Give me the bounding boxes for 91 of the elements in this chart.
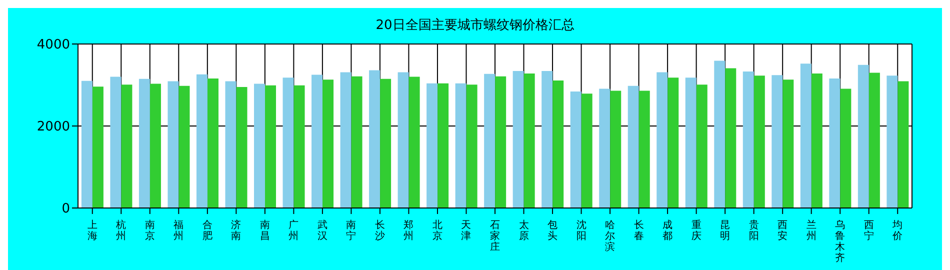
bar (754, 76, 765, 208)
bar (110, 76, 122, 208)
bar (438, 83, 449, 208)
bar (638, 90, 650, 208)
bar (484, 74, 496, 208)
bar (800, 64, 812, 208)
bar (542, 71, 553, 208)
x-tick-label: 昆明 (720, 220, 730, 242)
bar (168, 81, 179, 208)
bar (782, 80, 794, 208)
bar (380, 78, 392, 208)
x-tick-label: 天津 (461, 220, 472, 242)
y-tick-label: 2000 (36, 120, 70, 135)
x-tick-label: 贵阳 (748, 219, 759, 242)
bar (207, 78, 218, 208)
bar (868, 72, 880, 208)
bar (408, 76, 420, 208)
x-tick-label: 上海 (87, 219, 98, 242)
bar (898, 81, 909, 208)
bar (121, 84, 132, 208)
bar (322, 80, 334, 208)
bar (772, 75, 783, 208)
x-tick-label: 合肥 (202, 219, 212, 242)
x-tick-label: 沈阳 (576, 219, 586, 242)
x-tick-label: 济南 (231, 219, 242, 242)
bar (581, 94, 592, 208)
bar (225, 81, 236, 208)
y-tick-label: 4000 (36, 38, 70, 53)
x-tick-label: 广州 (288, 219, 299, 242)
x-tick-label: 成都 (662, 219, 673, 242)
bar (696, 84, 708, 208)
bar (81, 80, 92, 208)
x-tick-label: 郑州 (404, 219, 414, 242)
bar (254, 84, 266, 208)
x-tick-label: 乌鲁木齐 (835, 219, 846, 264)
bar (340, 72, 352, 208)
bar (656, 72, 668, 208)
x-tick-label: 长沙 (374, 219, 385, 242)
bar (714, 60, 726, 208)
x-tick-label: 杭州 (115, 219, 126, 242)
x-tick-label: 西宁 (864, 220, 874, 242)
x-tick-label: 兰州 (806, 219, 816, 242)
x-tick-label: 西安 (778, 220, 788, 242)
bar (628, 86, 639, 208)
bar (512, 71, 524, 208)
chart-title: 20日全国主要城市螺纹钢价格汇总 (374, 17, 576, 35)
bar (294, 85, 305, 208)
bar (829, 78, 840, 208)
x-tick-label: 长春 (634, 219, 644, 242)
x-tick-label: 南京 (144, 219, 155, 242)
x-tick-label: 太原 (518, 219, 529, 242)
y-tick-label: 0 (62, 202, 70, 217)
bar (369, 70, 380, 208)
bar (725, 68, 736, 208)
bar (236, 87, 248, 208)
bar (599, 88, 610, 208)
bar (196, 74, 208, 208)
bar (426, 83, 438, 208)
x-tick-label: 均价 (892, 219, 903, 242)
x-tick-label: 南宁 (346, 219, 356, 242)
bar (668, 78, 679, 208)
bar (610, 90, 622, 208)
bar (92, 86, 104, 208)
bar (312, 74, 323, 208)
bar (685, 78, 696, 208)
bar (552, 80, 564, 208)
bar (282, 78, 294, 208)
bar (138, 78, 150, 208)
x-tick-label: 石家庄 (490, 220, 500, 253)
bar (150, 84, 161, 208)
bar (178, 86, 190, 208)
x-tick-label: 哈尔滨 (605, 219, 616, 253)
x-tick-label: 福州 (174, 219, 184, 242)
bar (265, 85, 276, 208)
bar (811, 74, 822, 208)
x-tick-label: 南昌 (260, 219, 270, 242)
bar (886, 76, 898, 208)
bar (466, 84, 478, 208)
bar (398, 72, 409, 208)
bar (858, 64, 869, 208)
bar (742, 71, 754, 208)
x-tick-label: 北京 (432, 219, 442, 242)
x-tick-label: 包头 (548, 219, 558, 242)
bar (524, 74, 535, 208)
bar (570, 92, 582, 208)
bar (351, 76, 362, 208)
bar (455, 83, 466, 208)
bar (495, 76, 506, 208)
x-tick-label: 武汉 (317, 219, 328, 242)
bar (840, 88, 852, 208)
x-tick-label: 重庆 (691, 219, 702, 242)
